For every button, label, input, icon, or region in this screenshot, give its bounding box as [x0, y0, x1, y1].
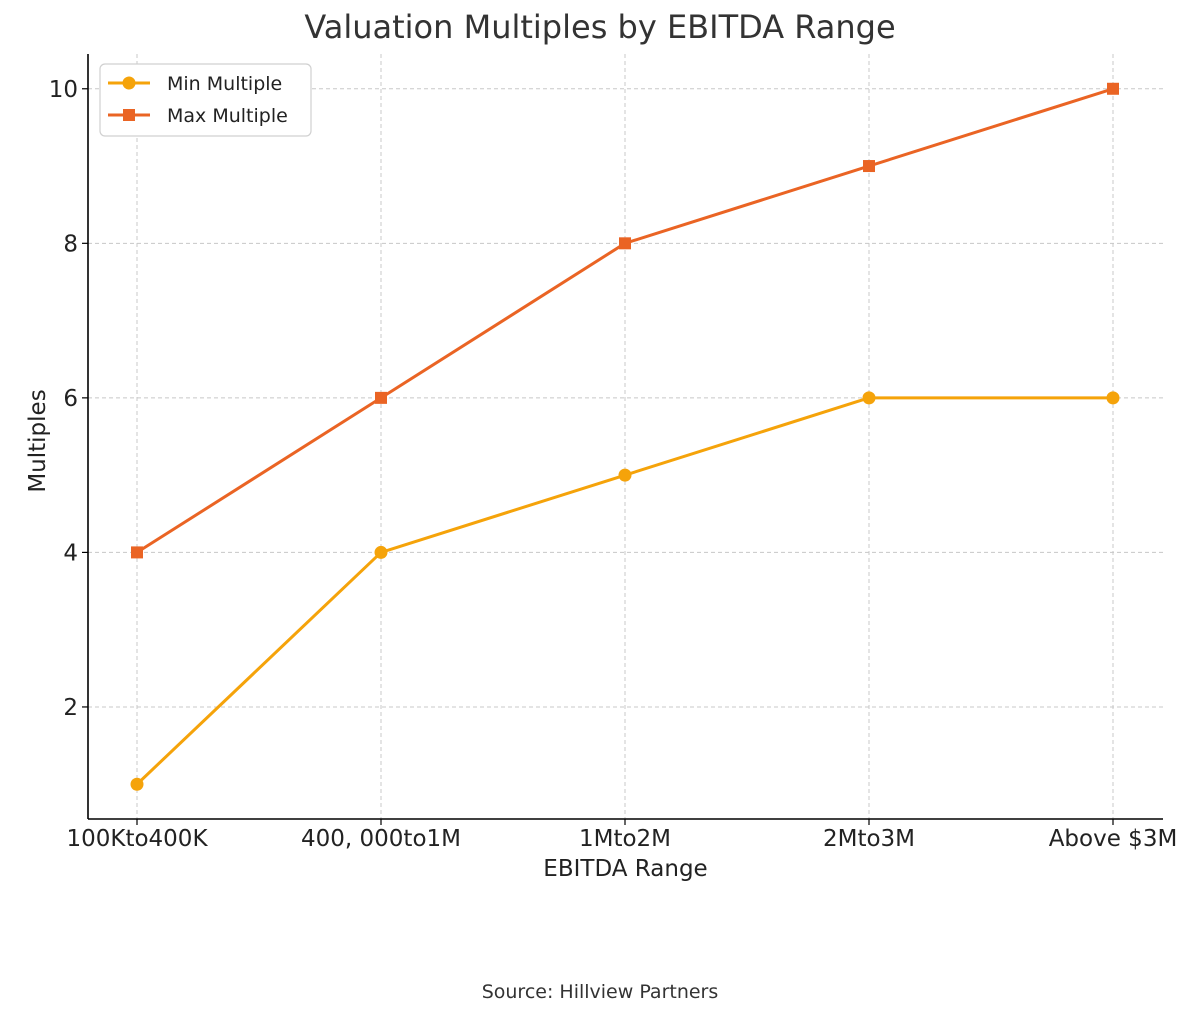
y-axis-label: Multiples — [25, 389, 51, 493]
data-point-min-multiple — [1106, 391, 1120, 405]
source-note: Source: Hillview Partners — [481, 981, 719, 1003]
x-tick-label: 2Mto3M — [823, 826, 915, 852]
data-point-max-multiple — [863, 160, 875, 173]
x-tick-label: 100Kto400K — [66, 826, 208, 852]
data-point-max-multiple — [1107, 82, 1119, 95]
data-point-max-multiple — [375, 391, 387, 404]
y-tick-label: 6 — [63, 386, 78, 412]
y-tick-label: 10 — [49, 77, 78, 103]
data-point-min-multiple — [130, 777, 144, 791]
legend-marker-square — [123, 109, 135, 121]
chart-title: Valuation Multiples by EBITDA Range — [304, 8, 896, 46]
legend-label: Min Multiple — [167, 73, 282, 95]
x-tick-label: 1Mto2M — [579, 826, 671, 852]
x-tick-label: Above $3M — [1049, 826, 1178, 852]
data-point-max-multiple — [619, 237, 631, 250]
data-point-min-multiple — [862, 391, 876, 405]
x-tick-label: 400, 000to1M — [301, 826, 461, 852]
data-point-max-multiple — [131, 546, 143, 559]
data-point-min-multiple — [618, 468, 632, 482]
legend-marker-circle — [122, 76, 136, 90]
legend-box — [99, 63, 312, 137]
legend-label: Max Multiple — [167, 105, 288, 127]
x-axis-label: EBITDA Range — [543, 856, 708, 882]
y-tick-label: 4 — [63, 540, 78, 566]
y-tick-label: 2 — [63, 695, 78, 721]
data-point-min-multiple — [374, 545, 388, 559]
y-tick-label: 8 — [63, 231, 78, 257]
